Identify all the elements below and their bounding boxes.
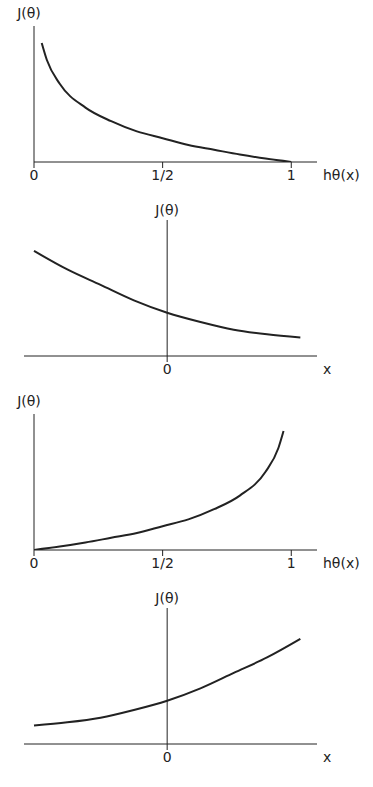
svg-text:x: x — [323, 361, 331, 377]
svg-text:J(θ): J(θ) — [154, 590, 179, 606]
svg-text:1/2: 1/2 — [151, 555, 174, 571]
svg-text:1: 1 — [287, 555, 296, 571]
svg-text:0: 0 — [163, 749, 172, 765]
svg-text:0: 0 — [30, 555, 39, 571]
svg-text:J(θ): J(θ) — [154, 202, 179, 218]
svg-text:1/2: 1/2 — [151, 167, 174, 183]
svg-text:hθ(x): hθ(x) — [323, 167, 360, 183]
svg-text:0: 0 — [163, 361, 172, 377]
svg-text:0: 0 — [30, 167, 39, 183]
svg-text:J(θ): J(θ) — [16, 5, 41, 21]
svg-text:hθ(x): hθ(x) — [323, 555, 360, 571]
svg-text:x: x — [323, 749, 331, 765]
svg-text:1: 1 — [287, 167, 296, 183]
svg-text:J(θ): J(θ) — [16, 393, 41, 409]
